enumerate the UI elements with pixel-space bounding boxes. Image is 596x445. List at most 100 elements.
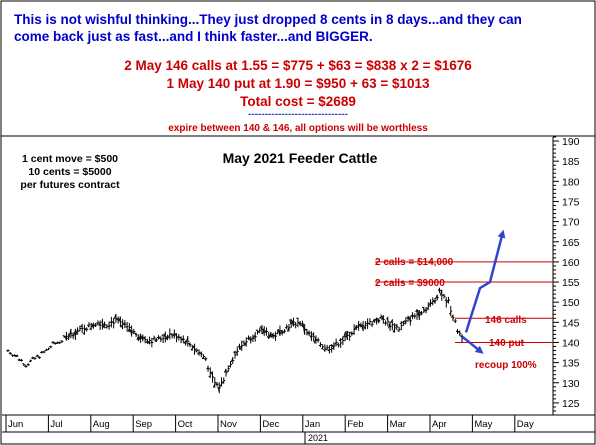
price-bar xyxy=(401,320,406,326)
bar-open xyxy=(311,333,314,336)
bar-open xyxy=(116,318,119,321)
price-bar xyxy=(300,320,304,328)
label-2-calls-14000: 2 calls = $14,000 xyxy=(375,257,454,268)
bar-open xyxy=(358,323,362,327)
price-bar xyxy=(298,320,302,327)
price-bar xyxy=(248,336,253,344)
price-bar xyxy=(154,337,158,343)
total-cost: Total cost = $2689 xyxy=(240,94,356,109)
x-tick-label-jun: Jun xyxy=(8,419,23,430)
price-bar xyxy=(60,340,64,343)
bar-open xyxy=(451,314,454,318)
plot-area xyxy=(2,137,553,415)
y-axis-ticks: 125 130 135 140 145 150 155 160 165 170 175 180 185 1… xyxy=(553,136,580,412)
bar-open xyxy=(147,341,151,345)
price-bar xyxy=(24,364,28,368)
price-bar xyxy=(150,337,154,348)
x-tick-label-oct: Oct xyxy=(178,419,193,430)
price-bar xyxy=(424,307,428,314)
price-bar xyxy=(217,382,221,394)
price-bar xyxy=(22,363,26,367)
price-bar xyxy=(49,345,53,349)
price-bar xyxy=(152,335,156,341)
bar-open xyxy=(338,338,341,342)
bar-open xyxy=(401,321,404,324)
price-bar xyxy=(435,294,439,301)
arrow-up xyxy=(464,229,506,333)
bar-open xyxy=(298,322,301,326)
bar-open xyxy=(253,334,256,338)
price-bar xyxy=(262,326,266,336)
price-bar xyxy=(71,332,75,340)
price-bar xyxy=(181,335,185,344)
x-tick-label-sep: Sep xyxy=(135,419,152,430)
price-bar xyxy=(282,329,286,334)
price-bar xyxy=(413,313,417,319)
price-bar xyxy=(82,324,86,335)
bar-open xyxy=(10,354,13,356)
price-bar xyxy=(145,338,149,345)
bar-open xyxy=(37,356,40,359)
price-bars xyxy=(6,287,464,394)
bar-open xyxy=(446,299,449,303)
price-bar xyxy=(255,329,259,335)
bar-open xyxy=(421,306,425,309)
expire-note: expire between 140 & 146, all options wi… xyxy=(168,123,428,134)
bar-open xyxy=(89,327,92,331)
bar-open xyxy=(219,383,222,387)
bar-open xyxy=(433,299,436,304)
bar-open xyxy=(24,364,27,367)
bar-open xyxy=(354,325,357,330)
price-bar xyxy=(224,368,228,377)
price-bar xyxy=(408,315,412,326)
bar-open xyxy=(82,332,85,335)
price-bar xyxy=(113,313,118,323)
bar-open xyxy=(305,328,308,331)
bar-open xyxy=(455,330,458,333)
price-bar xyxy=(161,334,165,344)
bar-open xyxy=(145,341,148,344)
bar-open xyxy=(197,352,200,355)
price-bar xyxy=(453,319,457,324)
price-bar xyxy=(93,322,98,327)
bar-open xyxy=(280,329,283,335)
price-bar xyxy=(174,333,179,343)
arrow-down xyxy=(461,335,484,354)
bar-open xyxy=(372,318,375,323)
price-bar xyxy=(100,318,104,330)
bar-open xyxy=(388,322,391,329)
bar-open xyxy=(183,340,186,344)
header-rule: ------------------------------ xyxy=(248,109,348,120)
price-bar xyxy=(379,314,383,319)
bar-open xyxy=(368,322,371,325)
price-bar xyxy=(208,367,212,378)
y-tick-label: 145 xyxy=(562,317,580,329)
bar-open xyxy=(86,324,90,328)
bar-open xyxy=(66,337,69,340)
y-tick-label: 160 xyxy=(562,257,580,269)
bar-open xyxy=(179,337,182,339)
price-bar xyxy=(102,321,107,329)
price-bar xyxy=(233,350,237,359)
bar-open xyxy=(329,344,332,347)
price-bar xyxy=(390,319,394,331)
price-bar xyxy=(361,321,365,332)
price-bar xyxy=(192,343,197,355)
label-146-calls: 146 calls xyxy=(485,315,527,326)
y-tick-label: 135 xyxy=(562,358,580,370)
bar-open xyxy=(374,318,377,321)
bar-open xyxy=(215,383,218,386)
bar-open xyxy=(170,333,173,336)
bar-open xyxy=(248,337,252,342)
bar-open xyxy=(331,344,335,349)
price-bar xyxy=(356,320,361,331)
price-bar xyxy=(291,317,295,327)
bar-open xyxy=(194,350,198,353)
price-bar xyxy=(78,325,82,332)
bar-open xyxy=(165,335,169,340)
bar-open xyxy=(379,316,382,319)
bar-open xyxy=(120,324,124,329)
note-line-2: 10 cents = $5000 xyxy=(28,166,111,178)
price-bar xyxy=(230,357,235,365)
